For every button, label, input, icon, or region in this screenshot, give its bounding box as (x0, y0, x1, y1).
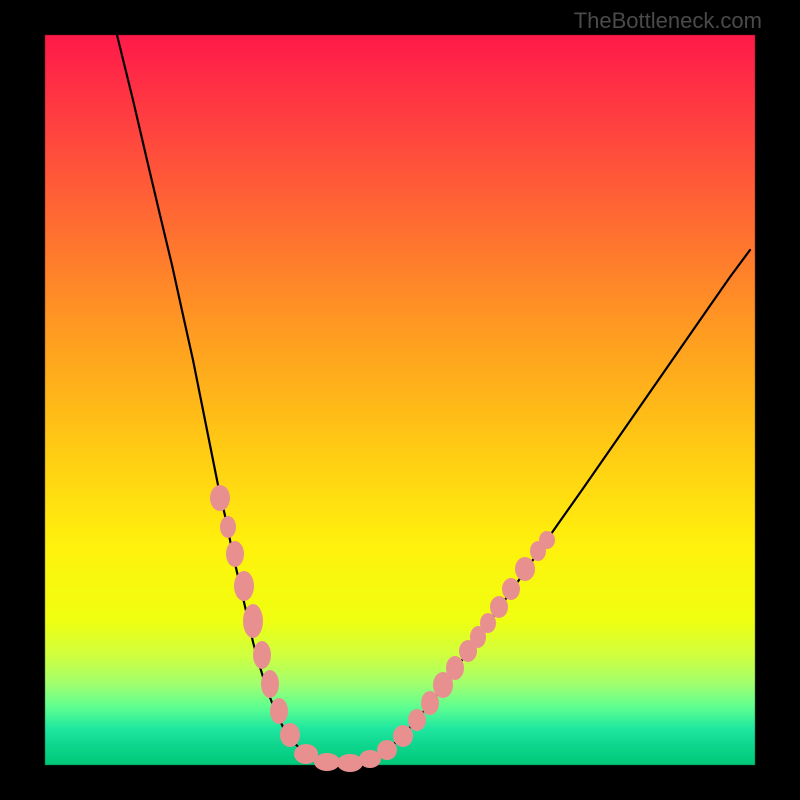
bottleneck-chart: TheBottleneck.com (0, 0, 800, 800)
watermark-text: TheBottleneck.com (574, 8, 762, 34)
gradient-background (0, 0, 800, 800)
